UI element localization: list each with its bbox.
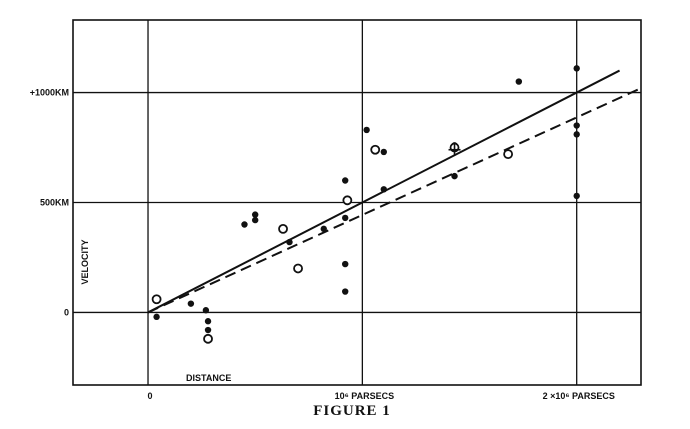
filled-circle-point	[204, 318, 212, 325]
open-circle-point	[278, 223, 288, 234]
filled-circle-point	[153, 313, 160, 321]
filled-circle-point	[515, 78, 523, 85]
open-circle-point	[342, 195, 353, 206]
filled-circle-point	[342, 177, 349, 184]
x-tick-label: 10⁶ PARSECS	[335, 391, 395, 401]
x-tick-label: 2 ×10⁶ PARSECS	[543, 391, 615, 401]
open-circle-point	[370, 144, 381, 155]
grid	[73, 20, 641, 385]
filled-circle-point	[320, 225, 327, 233]
y-axis-label: VELOCITY	[80, 239, 90, 284]
dashed-fit-line	[147, 87, 642, 314]
tick-labels: 0 10⁶ PARSECS 2 ×10⁶ PARSECS 0 500KM +1000KM	[30, 88, 615, 401]
filled-circle-point	[573, 122, 580, 129]
filled-circle-point	[573, 65, 580, 72]
x-axis-label: DISTANCE	[186, 373, 231, 383]
filled-circle-point	[202, 307, 210, 314]
filled-circle-point	[241, 221, 248, 228]
filled-circle-point	[363, 126, 370, 134]
y-tick-label: 0	[64, 307, 69, 317]
filled-circle-point	[204, 326, 212, 334]
open-circle-point	[293, 263, 303, 274]
filled-circle-point	[342, 214, 349, 222]
fit-lines	[147, 69, 642, 314]
data-points	[151, 65, 580, 344]
filled-circle-point	[573, 192, 580, 200]
filled-circle-point	[342, 260, 349, 268]
open-circle-point	[503, 149, 514, 160]
x-tick-label: 0	[148, 391, 153, 401]
filled-circle-point	[451, 172, 458, 180]
figure-caption: FIGURE 1	[313, 403, 391, 419]
y-tick-label: 500KM	[40, 198, 69, 208]
filled-circle-point	[286, 238, 293, 246]
filled-circle-point	[251, 216, 259, 224]
annotations	[448, 143, 461, 156]
filled-circle-point	[342, 288, 349, 295]
filled-circle-point	[187, 300, 195, 307]
cross-marker	[448, 143, 461, 156]
filled-circle-point	[573, 131, 580, 138]
y-tick-label: +1000KM	[30, 88, 69, 98]
filled-circle-point	[380, 148, 387, 156]
filled-circle-point	[251, 211, 259, 218]
plot-frame	[72, 19, 642, 386]
open-circle-point	[151, 294, 162, 305]
open-circle-point	[203, 333, 213, 344]
filled-circle-point	[380, 186, 387, 193]
